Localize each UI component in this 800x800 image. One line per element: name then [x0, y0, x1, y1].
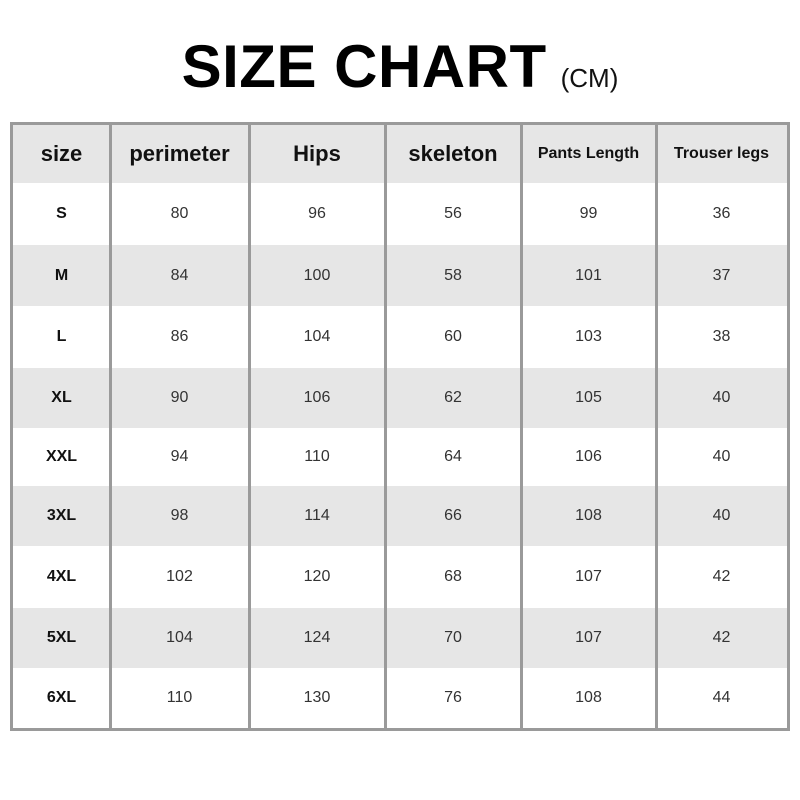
size-label: L: [56, 328, 67, 345]
size-label: 6XL: [46, 689, 77, 706]
measurement-cell: 36: [712, 205, 731, 222]
column-divider: [109, 125, 112, 728]
measurement-cell: 130: [303, 689, 331, 706]
measurement-cell: 80: [170, 205, 189, 222]
table-row: M 84 100 58 101 37: [13, 245, 787, 306]
size-label: 4XL: [46, 568, 77, 585]
measurement-cell: 108: [575, 507, 602, 524]
measurement-cell: 101: [575, 266, 602, 284]
header-hips: Hips: [293, 141, 341, 166]
measurement-cell: 42: [712, 568, 731, 585]
size-label: 3XL: [46, 507, 77, 524]
measurement-cell: 42: [712, 629, 731, 646]
measurement-cell: 103: [575, 328, 602, 345]
measurement-cell: 104: [303, 328, 331, 345]
table-row: XL 90 106 62 105 40: [13, 368, 787, 428]
measurement-cell: 66: [444, 507, 462, 524]
measurement-cell: 60: [444, 328, 462, 345]
measurement-cell: 68: [444, 568, 462, 585]
measurement-cell: 64: [444, 448, 462, 465]
size-table: size perimeter Hips skeleton Pants Length Tro…: [10, 122, 790, 731]
measurement-cell: 105: [575, 389, 602, 406]
column-divider: [384, 125, 387, 728]
chart-title: SIZE CHART (CM): [0, 32, 800, 101]
measurement-cell: 76: [444, 689, 462, 706]
table-row: S 80 96 56 99 36: [13, 183, 787, 245]
measurement-cell: 94: [170, 448, 189, 465]
measurement-cell: 100: [303, 266, 331, 284]
column-divider: [248, 125, 251, 728]
size-label: M: [54, 266, 69, 284]
measurement-cell: 114: [304, 507, 330, 524]
size-label: XXL: [45, 448, 78, 465]
measurement-cell: 40: [712, 507, 731, 524]
header-perimeter: perimeter: [129, 141, 230, 166]
measurement-cell: 86: [170, 328, 189, 345]
table-row: 4XL 102 120 68 107 42: [13, 546, 787, 608]
measurement-cell: 98: [170, 507, 189, 524]
measurement-cell: 40: [712, 448, 731, 465]
measurement-cell: 56: [444, 205, 462, 222]
header-size: size: [40, 141, 83, 166]
title-unit: (CM): [560, 63, 619, 93]
size-label: 5XL: [46, 629, 77, 646]
measurement-cell: 124: [303, 629, 331, 646]
measurement-cell: 107: [575, 568, 602, 585]
measurement-cell: 58: [444, 266, 462, 284]
measurement-cell: 102: [166, 568, 193, 585]
table-row: 6XL 110 130 76 108 44: [13, 668, 787, 728]
measurement-cell: 106: [575, 448, 602, 465]
header-pants-length: Pants Length: [537, 145, 640, 162]
title-main: SIZE CHART: [181, 33, 547, 100]
measurement-cell: 110: [304, 448, 330, 465]
table-row: 3XL 98 114 66 108 40: [13, 486, 787, 546]
header-skeleton: skeleton: [408, 141, 498, 166]
measurement-cell: 110: [166, 689, 193, 706]
measurement-cell: 99: [579, 205, 598, 222]
measurement-cell: 37: [712, 266, 731, 284]
measurement-cell: 84: [170, 266, 189, 284]
measurement-cell: 104: [166, 629, 193, 646]
size-label: S: [56, 205, 67, 222]
measurement-cell: 44: [712, 689, 731, 706]
measurement-cell: 106: [303, 389, 331, 406]
measurement-cell: 70: [444, 629, 462, 646]
measurement-cell: 90: [170, 389, 189, 406]
column-divider: [520, 125, 523, 728]
measurement-cell: 62: [444, 389, 462, 406]
header-trouser-legs: Trouser legs: [673, 145, 770, 162]
table-row: XXL 94 110 64 106 40: [13, 428, 787, 486]
table-row: L 86 104 60 103 38: [13, 306, 787, 368]
measurement-cell: 40: [712, 389, 731, 406]
measurement-cell: 108: [575, 689, 602, 706]
column-divider: [655, 125, 658, 728]
measurement-cell: 38: [712, 328, 731, 345]
measurement-cell: 120: [303, 568, 331, 585]
table-row: 5XL 104 124 70 107 42: [13, 608, 787, 668]
measurement-cell: 107: [575, 629, 602, 646]
size-label: XL: [51, 389, 72, 406]
header-row: size perimeter Hips skeleton Pants Length Tro…: [13, 125, 787, 183]
measurement-cell: 96: [308, 205, 326, 222]
